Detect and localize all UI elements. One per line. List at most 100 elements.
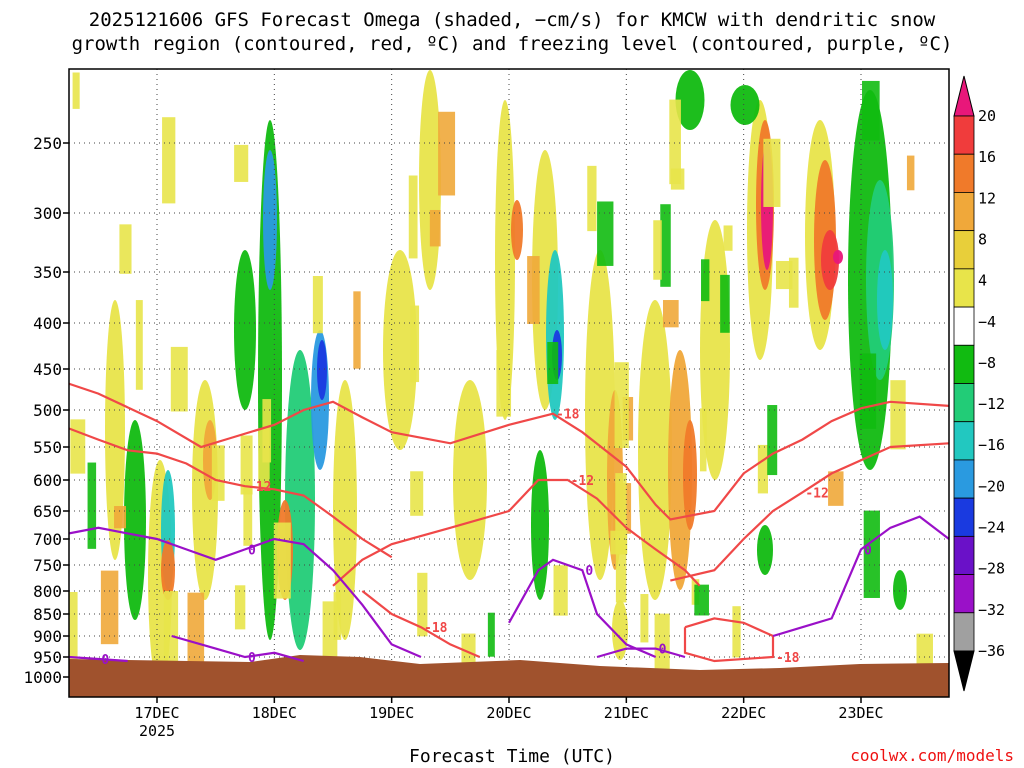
omega-cell — [821, 230, 839, 290]
freezing-purple-contour — [171, 634, 304, 663]
omega-cell — [496, 350, 512, 417]
freezing-purple-label: 0 — [248, 543, 256, 558]
colorbar-label: −8 — [978, 354, 996, 372]
colorbar-band — [953, 268, 975, 308]
omega-cell — [333, 592, 342, 640]
y-tick-label: 1000 — [23, 668, 62, 687]
omega-cell — [614, 362, 629, 448]
contours: -18 -12 -18 -12 -12 -18 0 0 0 0 0 0 — [69, 382, 949, 668]
omega-cell — [730, 85, 760, 125]
omega-cell — [612, 600, 628, 660]
omega-cell — [654, 613, 670, 676]
dendritic-red-contour — [69, 427, 393, 559]
colorbar-label: −12 — [978, 395, 1005, 413]
omega-shading — [69, 70, 933, 697]
colorbar-band — [953, 574, 975, 614]
omega-cell — [317, 340, 327, 400]
colorbar-band — [953, 192, 975, 232]
y-tick-label: 600 — [33, 471, 62, 490]
omega-cell — [893, 570, 907, 610]
omega-cell — [487, 612, 495, 657]
colorbar-top-arrow — [953, 75, 975, 117]
omega-cell — [653, 220, 662, 280]
dendritic-red-contour — [361, 590, 481, 659]
y-tick-label: 300 — [33, 204, 62, 223]
y-tick-label: 950 — [33, 648, 62, 667]
omega-cell — [429, 209, 441, 247]
dendritic-red-label: -18 — [424, 621, 448, 636]
omega-cell — [587, 165, 597, 232]
y-axis: 250 300 350 400 450 500 550 600 650 700 750 800 850 9… — [23, 134, 69, 687]
colorbar-band — [953, 230, 975, 270]
colorbar-band — [953, 344, 975, 384]
credit-link[interactable]: coolwx.com/models — [850, 746, 1014, 765]
freezing-purple-contour — [508, 558, 657, 659]
x-tick-label: 19DEC — [369, 704, 414, 722]
omega-cell — [453, 380, 487, 580]
omega-cell — [767, 405, 778, 476]
omega-cell — [694, 584, 709, 616]
omega-cell — [640, 594, 649, 643]
omega-cell — [615, 532, 627, 603]
dendritic-red-contour — [69, 382, 949, 521]
colorbar-label: 20 — [978, 107, 996, 125]
colorbar-label: −20 — [978, 477, 1005, 495]
omega-cell — [163, 591, 179, 674]
colorbar-band — [953, 153, 975, 193]
omega-cell — [70, 419, 86, 474]
title-line-1: 2025121606 GFS Forecast Omega (shaded, −… — [88, 9, 936, 31]
freezing-purple-label: 0 — [101, 653, 109, 668]
dendritic-red-contour — [670, 442, 949, 582]
omega-cell — [124, 420, 146, 620]
dendritic-red-label: -12 — [248, 480, 271, 495]
omega-cell — [833, 250, 843, 264]
freezing-purple-label: 0 — [585, 564, 593, 579]
omega-cell — [547, 341, 559, 385]
omega-cell — [285, 350, 315, 650]
y-tick-label: 550 — [33, 438, 62, 457]
omega-cell — [410, 471, 424, 516]
omega-cell — [114, 506, 126, 529]
omega-cell — [683, 420, 697, 530]
omega-cell — [312, 276, 323, 334]
omega-cell — [877, 250, 893, 350]
omega-cell — [906, 155, 915, 191]
omega-cell — [105, 300, 125, 560]
omega-cell — [243, 479, 253, 546]
omega-cell — [788, 257, 799, 308]
colorbar-label: 4 — [978, 272, 987, 290]
omega-cell — [597, 201, 614, 266]
omega-cell — [410, 305, 420, 383]
omega-cell — [417, 572, 428, 637]
dendritic-red-contour — [683, 617, 775, 663]
omega-cell — [763, 138, 781, 207]
omega-cell — [273, 522, 291, 599]
y-tick-label: 450 — [33, 360, 62, 379]
y-tick-label: 250 — [33, 134, 62, 153]
omega-cell — [660, 204, 671, 287]
omega-cell — [438, 111, 456, 196]
y-tick-label: 800 — [33, 582, 62, 601]
omega-cell — [610, 530, 628, 555]
colorbar-label: −24 — [978, 519, 1005, 537]
colorbar-band — [953, 612, 975, 652]
omega-cell — [211, 445, 225, 501]
terrain — [69, 655, 949, 697]
colorbar-band — [953, 421, 975, 461]
dendritic-red-label: -18 — [556, 408, 580, 423]
omega-cell — [511, 200, 523, 260]
omega-cell — [670, 168, 685, 190]
omega-cell — [828, 471, 844, 506]
omega-cell — [100, 570, 119, 645]
omega-cell — [615, 473, 627, 555]
omega-cell — [495, 100, 515, 420]
omega-cell — [675, 70, 705, 130]
colorbar-label: −28 — [978, 560, 1005, 578]
omega-cell — [333, 380, 357, 640]
omega-cell — [699, 408, 707, 472]
freezing-purple-contour — [69, 655, 128, 663]
omega-cell — [732, 606, 741, 658]
x-tick-label: 17DEC — [134, 704, 179, 722]
x-tick-label: 18DEC — [252, 704, 297, 722]
x-tick-label: 21DEC — [604, 704, 649, 722]
